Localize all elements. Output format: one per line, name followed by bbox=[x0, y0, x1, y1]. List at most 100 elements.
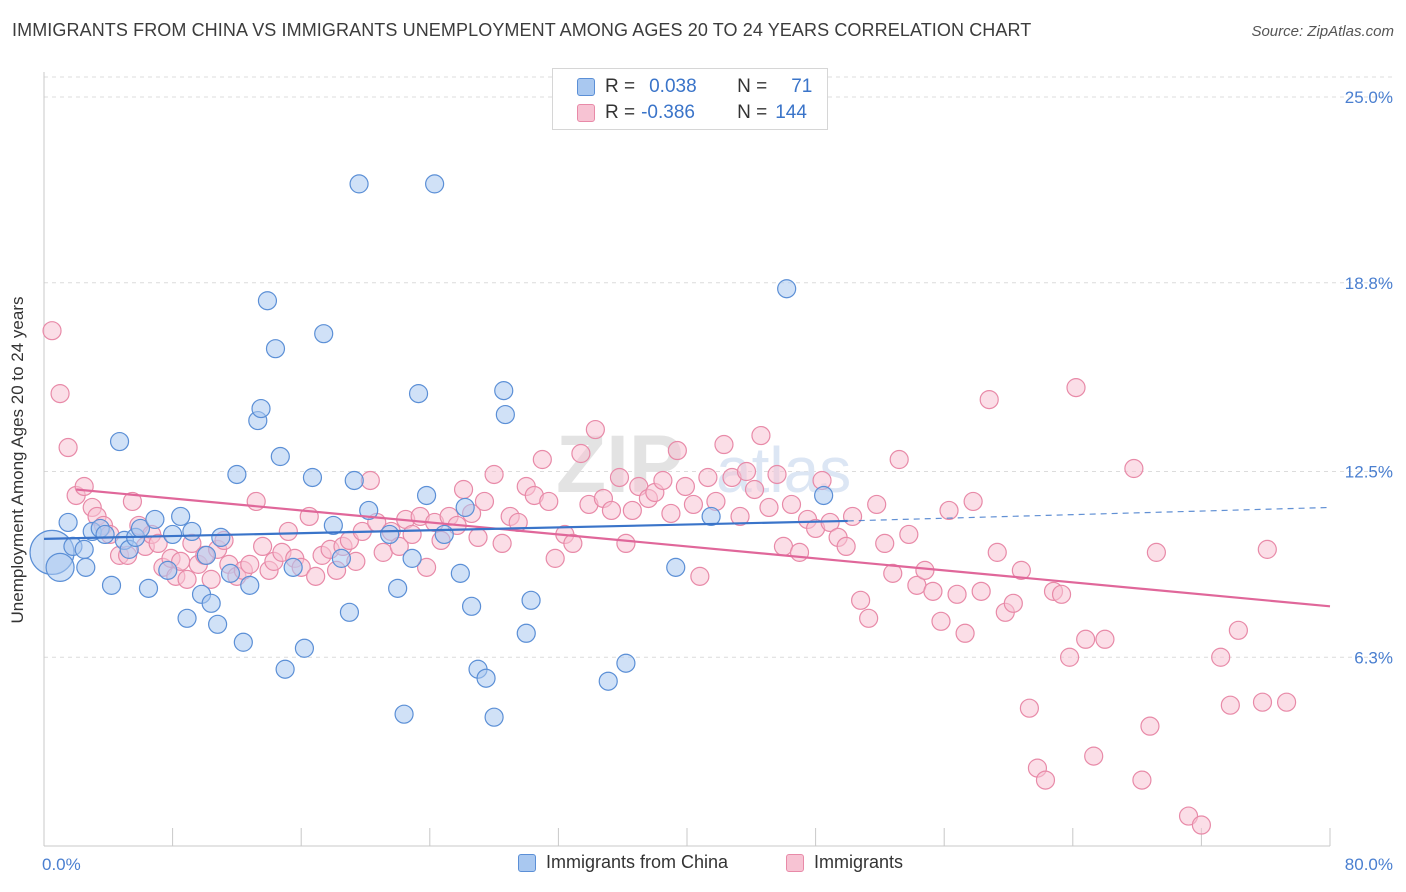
immigrants-point-124 bbox=[939, 500, 959, 521]
immigrants-point-75 bbox=[563, 533, 583, 554]
immigrants-point-91 bbox=[683, 494, 704, 515]
china-point-44 bbox=[344, 470, 364, 491]
immigrants-point-145 bbox=[1132, 770, 1152, 790]
source-label: Source: ZipAtlas.com bbox=[1251, 23, 1394, 40]
china-point-32 bbox=[251, 398, 271, 419]
immigrants-point-81 bbox=[609, 467, 630, 488]
immigrants-point-1 bbox=[50, 384, 70, 404]
china-point-55 bbox=[450, 563, 470, 583]
immigrants-point-128 bbox=[971, 581, 991, 601]
immigrants-point-133 bbox=[1011, 560, 1031, 580]
immigrants-point-76 bbox=[571, 443, 591, 464]
china-point-4 bbox=[74, 539, 94, 559]
immigrants-point-134 bbox=[1019, 698, 1039, 718]
china-point-35 bbox=[270, 446, 290, 467]
china-point-53 bbox=[425, 174, 445, 194]
china-point-23 bbox=[196, 545, 216, 565]
immigrants-point-36 bbox=[278, 521, 298, 542]
china-point-43 bbox=[339, 602, 360, 622]
china-point-61 bbox=[494, 381, 514, 401]
china-point-19 bbox=[171, 506, 191, 527]
china-point-25 bbox=[208, 614, 228, 634]
series-immigrants-points bbox=[42, 321, 1297, 835]
immigrants-point-66 bbox=[492, 533, 512, 554]
immigrants-point-126 bbox=[955, 623, 975, 643]
immigrants-point-151 bbox=[1220, 695, 1240, 715]
china-point-9 bbox=[101, 575, 122, 595]
legend-label-china: Immigrants from China bbox=[546, 852, 729, 872]
immigrants-point-4 bbox=[74, 476, 94, 497]
china-point-69 bbox=[777, 279, 797, 299]
immigrants-point-103 bbox=[773, 536, 794, 557]
china-point-48 bbox=[388, 578, 408, 598]
china-point-56 bbox=[455, 497, 475, 518]
immigrants-point-32 bbox=[253, 536, 273, 557]
immigrants-point-105 bbox=[789, 542, 810, 562]
china-point-47 bbox=[380, 524, 400, 545]
immigrants-point-65 bbox=[484, 464, 504, 485]
immigrants-point-20 bbox=[177, 569, 197, 589]
immigrants-point-93 bbox=[698, 467, 718, 488]
china-point-21 bbox=[182, 521, 202, 542]
immigrants-point-138 bbox=[1051, 584, 1072, 604]
x-tick-label-min: 0.0% bbox=[42, 855, 81, 874]
immigrants-point-112 bbox=[842, 506, 863, 527]
immigrants-point-125 bbox=[947, 584, 967, 604]
china-point-17 bbox=[158, 560, 178, 580]
china-r-value: 0.038 bbox=[649, 76, 697, 97]
immigrants-point-155 bbox=[1276, 692, 1297, 712]
immigrants-point-122 bbox=[923, 581, 943, 601]
china-trend-line bbox=[43, 519, 848, 541]
immigrants-point-30 bbox=[240, 554, 260, 574]
legend-item-china[interactable]: Immigrants from China bbox=[518, 852, 728, 873]
immigrants-point-102 bbox=[767, 464, 787, 485]
immigrants-r-label: R = bbox=[605, 102, 636, 123]
china-point-63 bbox=[516, 623, 536, 643]
immigrants-n-value: 144 bbox=[775, 102, 807, 123]
y-tick-label-1: 12.5% bbox=[1345, 463, 1393, 482]
immigrants-point-82 bbox=[616, 533, 636, 554]
china-swatch bbox=[577, 78, 595, 96]
immigrants-point-142 bbox=[1084, 746, 1104, 766]
y-tick-label-3: 25.0% bbox=[1345, 88, 1393, 107]
immigrants-point-101 bbox=[759, 497, 779, 518]
immigrants-point-95 bbox=[714, 434, 734, 455]
immigrants-point-61 bbox=[453, 479, 474, 500]
china-point-51 bbox=[408, 384, 429, 404]
immigrants-point-98 bbox=[736, 461, 757, 482]
china-point-2 bbox=[58, 512, 78, 533]
immigrants-point-87 bbox=[653, 470, 673, 491]
immigrants-point-121 bbox=[915, 560, 935, 580]
immigrants-point-92 bbox=[690, 566, 710, 586]
immigrants-point-113 bbox=[851, 590, 871, 610]
china-point-45 bbox=[349, 174, 369, 194]
china-point-28 bbox=[227, 464, 247, 485]
trend-lines bbox=[43, 488, 1331, 608]
immigrants-point-15 bbox=[148, 533, 168, 554]
china-point-5 bbox=[76, 557, 96, 577]
immigrants-point-111 bbox=[836, 536, 856, 557]
china-point-57 bbox=[461, 596, 482, 616]
immigrants-point-73 bbox=[545, 548, 565, 568]
china-point-62 bbox=[495, 404, 515, 425]
immigrants-point-119 bbox=[899, 524, 919, 545]
immigrants-point-144 bbox=[1124, 458, 1144, 479]
legend-item-immigrants[interactable]: Immigrants bbox=[786, 852, 903, 873]
legend-swatch-immigrants bbox=[786, 853, 804, 872]
immigrants-point-48 bbox=[360, 470, 380, 491]
immigrants-trend-line bbox=[76, 488, 1331, 608]
china-point-46 bbox=[359, 500, 379, 521]
immigrants-point-146 bbox=[1140, 716, 1160, 736]
china-point-65 bbox=[598, 671, 618, 691]
immigrants-point-50 bbox=[373, 542, 393, 562]
correlation-legend: R = 0.038 N = 71 R = -0.386 N = 144 bbox=[552, 68, 828, 130]
china-point-36 bbox=[275, 659, 295, 679]
tick-labels: 6.3% 12.5% 18.8% 25.0% 0.0% 80.0% bbox=[42, 88, 1393, 874]
series-legend: Immigrants from China Immigrants bbox=[0, 852, 1406, 876]
china-point-49 bbox=[394, 704, 414, 724]
immigrants-point-136 bbox=[1035, 770, 1056, 790]
china-point-33 bbox=[257, 291, 278, 311]
immigrants-point-2 bbox=[58, 437, 78, 458]
immigrants-point-117 bbox=[883, 563, 903, 583]
